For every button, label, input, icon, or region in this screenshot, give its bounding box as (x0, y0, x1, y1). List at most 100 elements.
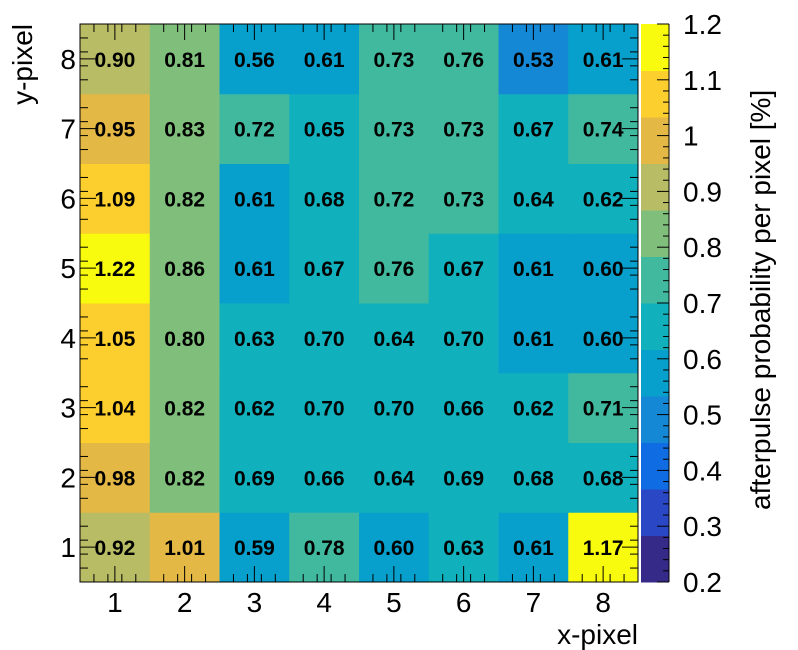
cell-value-label: 0.61 (513, 328, 554, 351)
y-axis-title: y-pixel (7, 24, 38, 105)
colorbar-ticks: 0.2 0.3 0.4 0.5 0.6 0.7 0.8 0.9 1 1.1 1.2 (657, 9, 722, 598)
cell-value-label: 0.70 (443, 328, 484, 351)
heatmap-cell (149, 163, 220, 234)
y-tick-label: 5 (60, 253, 76, 284)
heatmap-cell (289, 442, 360, 513)
cell-value-label: 0.61 (583, 49, 624, 72)
cell-value-label: 0.64 (513, 188, 554, 211)
heatmap-cell (289, 93, 360, 164)
heatmap-cell (428, 93, 499, 164)
heatmap-cell (359, 442, 430, 513)
cell-value-label: 0.60 (373, 537, 414, 560)
heatmap-cell (149, 93, 220, 164)
cell-value-label: 0.70 (304, 398, 345, 421)
heatmap-cell (219, 372, 290, 443)
x-tick-label: 2 (177, 587, 193, 618)
heatmap-cell (359, 303, 430, 374)
colorbar-tick-label: 1 (683, 121, 699, 152)
cell-value-label: 0.53 (513, 49, 554, 72)
heatmap-cell (219, 163, 290, 234)
heatmap-cell (498, 163, 569, 234)
cell-value-label: 1.22 (94, 258, 135, 281)
cell-value-label: 0.61 (234, 258, 275, 281)
cell-value-label: 0.73 (443, 188, 484, 211)
heatmap-cell (289, 163, 360, 234)
heatmap-cell (219, 303, 290, 374)
cell-value-label: 0.98 (94, 467, 135, 490)
cell-value-label: 0.78 (304, 537, 345, 560)
cell-value-label: 0.65 (304, 119, 345, 142)
x-tick-label: 4 (316, 587, 332, 618)
heatmap-cell (219, 233, 290, 304)
colorbar-band (641, 210, 669, 257)
colorbar-band (641, 303, 669, 350)
y-tick-label: 4 (60, 323, 76, 354)
heatmap-cell (359, 163, 430, 234)
cell-value-label: 0.66 (443, 398, 484, 421)
cell-value-label: 0.82 (164, 398, 205, 421)
colorbar (641, 24, 670, 583)
cell-value-label: 0.61 (304, 49, 345, 72)
colorbar-tick-label: 1.1 (683, 65, 722, 96)
heatmap-cell (359, 233, 430, 304)
heatmap-cell (428, 442, 499, 513)
cell-value-label: 0.92 (94, 537, 135, 560)
cell-value-label: 0.67 (443, 258, 484, 281)
y-tick-label: 8 (60, 44, 76, 75)
heatmap-cell (498, 233, 569, 304)
x-tick-label: 7 (526, 587, 542, 618)
y-tick-label: 6 (60, 183, 76, 214)
cell-value-label: 0.61 (513, 537, 554, 560)
cell-value-label: 0.71 (583, 398, 624, 421)
cell-value-label: 0.62 (583, 188, 624, 211)
colorbar-band (641, 535, 669, 583)
colorbar-band (641, 442, 669, 490)
cell-value-label: 1.09 (94, 188, 135, 211)
colorbar-tick-label: 0.2 (683, 567, 722, 598)
colorbar-band (641, 24, 669, 71)
heatmap-cell (428, 233, 499, 304)
cell-value-label: 0.63 (234, 328, 275, 351)
cell-value-label: 0.72 (234, 119, 275, 142)
heatmap-cell (428, 372, 499, 443)
cell-value-label: 0.90 (94, 49, 135, 72)
colorbar-band (641, 349, 669, 397)
cell-value-label: 0.82 (164, 188, 205, 211)
heatmap-cell (289, 372, 360, 443)
colorbar-band (641, 256, 669, 304)
y-tick-label: 3 (60, 393, 76, 424)
colorbar-tick-label: 0.8 (683, 232, 722, 263)
colorbar-band (641, 163, 669, 211)
cell-value-label: 0.82 (164, 467, 205, 490)
x-axis-ticks: 1 2 3 4 5 6 7 8 (93, 24, 625, 618)
heatmap-cell (289, 303, 360, 374)
cell-value-label: 0.68 (583, 467, 624, 490)
cell-value-label: 0.70 (304, 328, 345, 351)
y-axis-ticks: 1 2 3 4 5 6 7 8 (60, 37, 638, 569)
cell-value-label: 0.61 (234, 188, 275, 211)
cell-value-label: 0.62 (513, 398, 554, 421)
heatmap-cell (149, 303, 220, 374)
cell-value-label: 0.73 (443, 119, 484, 142)
cell-value-label: 0.62 (234, 398, 275, 421)
cell-value-label: 0.64 (373, 467, 414, 490)
x-tick-label: 1 (107, 587, 123, 618)
colorbar-tick-label: 0.5 (683, 400, 722, 431)
cell-value-label: 0.56 (234, 49, 275, 72)
cell-value-label: 0.83 (164, 119, 205, 142)
cell-value-label: 0.64 (373, 328, 414, 351)
cell-value-label: 0.73 (373, 119, 414, 142)
cell-value-label: 0.67 (513, 119, 554, 142)
cell-value-label: 0.76 (373, 258, 414, 281)
cell-value-label: 1.01 (164, 537, 205, 560)
y-tick-label: 1 (60, 532, 76, 563)
heatmap-cell-labels: 0.92 1.01 0.59 0.78 0.60 0.63 0.61 1.17 0.98 0.82… (94, 49, 623, 560)
cell-value-label: 0.86 (164, 258, 205, 281)
heatmap-cell (219, 93, 290, 164)
cell-value-label: 0.67 (304, 258, 345, 281)
heatmap-cell (359, 93, 430, 164)
x-tick-label: 8 (595, 587, 611, 618)
heatmap-cell (498, 442, 569, 513)
y-tick-label: 7 (60, 114, 76, 145)
cell-value-label: 0.72 (373, 188, 414, 211)
